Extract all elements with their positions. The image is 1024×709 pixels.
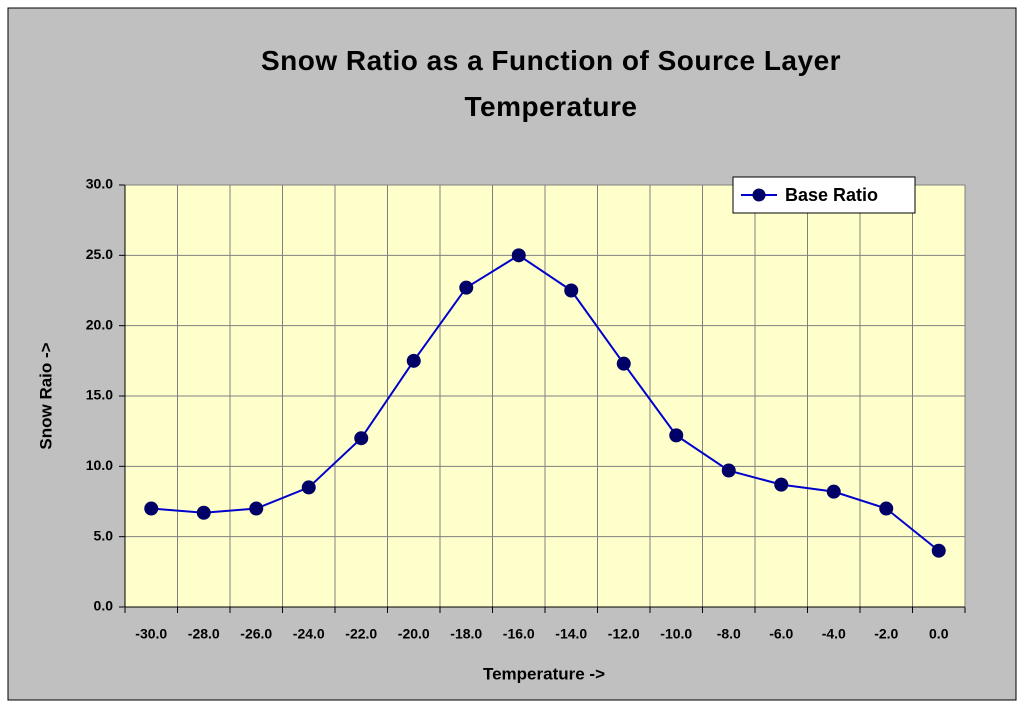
y-tick-label: 10.0: [86, 457, 113, 473]
x-tick-label: 0.0: [929, 626, 949, 642]
x-tick-label: -6.0: [769, 626, 793, 642]
legend-marker: [752, 188, 766, 202]
series-line: [151, 254, 940, 552]
y-tick-label: 5.0: [94, 527, 114, 543]
x-tick-label: -20.0: [398, 626, 430, 642]
data-point: [931, 543, 946, 558]
legend-label: Base Ratio: [785, 185, 878, 205]
data-point: [301, 480, 316, 495]
y-tick-label: 15.0: [86, 387, 113, 403]
y-tick-label: 20.0: [86, 316, 113, 332]
x-tick-label: -10.0: [660, 626, 692, 642]
x-axis-label: Temperature ->: [483, 664, 605, 683]
y-tick-label: 0.0: [94, 598, 114, 614]
data-point: [511, 248, 526, 263]
data-point: [669, 428, 684, 443]
chart-title: Snow Ratio as a Function of Source Layer…: [260, 45, 842, 122]
data-point: [459, 280, 474, 295]
data-point: [249, 501, 264, 516]
x-tick-label: -24.0: [293, 626, 325, 642]
data-point: [354, 431, 369, 446]
x-tick-label: -28.0: [188, 626, 220, 642]
x-tick-label: -26.0: [240, 626, 272, 642]
data-point: [144, 501, 159, 516]
data-point: [196, 505, 211, 520]
x-tick-label: -8.0: [717, 626, 741, 642]
data-point: [879, 501, 894, 516]
data-point: [616, 356, 631, 371]
y-tick-label: 25.0: [86, 246, 113, 262]
x-tick-label: -16.0: [503, 626, 535, 642]
data-point: [564, 283, 579, 298]
x-tick-label: -12.0: [608, 626, 640, 642]
data-point: [826, 484, 841, 499]
x-tick-label: -22.0: [345, 626, 377, 642]
data-point: [406, 353, 421, 368]
y-axis-label: Snow Raio ->: [36, 342, 55, 449]
data-point: [721, 463, 736, 478]
x-tick-label: -4.0: [822, 626, 846, 642]
x-tick-label: -14.0: [555, 626, 587, 642]
data-point: [774, 477, 789, 492]
x-tick-label: -2.0: [874, 626, 898, 642]
x-tick-label: -18.0: [450, 626, 482, 642]
x-tick-label: -30.0: [135, 626, 167, 642]
y-tick-label: 30.0: [86, 176, 113, 192]
